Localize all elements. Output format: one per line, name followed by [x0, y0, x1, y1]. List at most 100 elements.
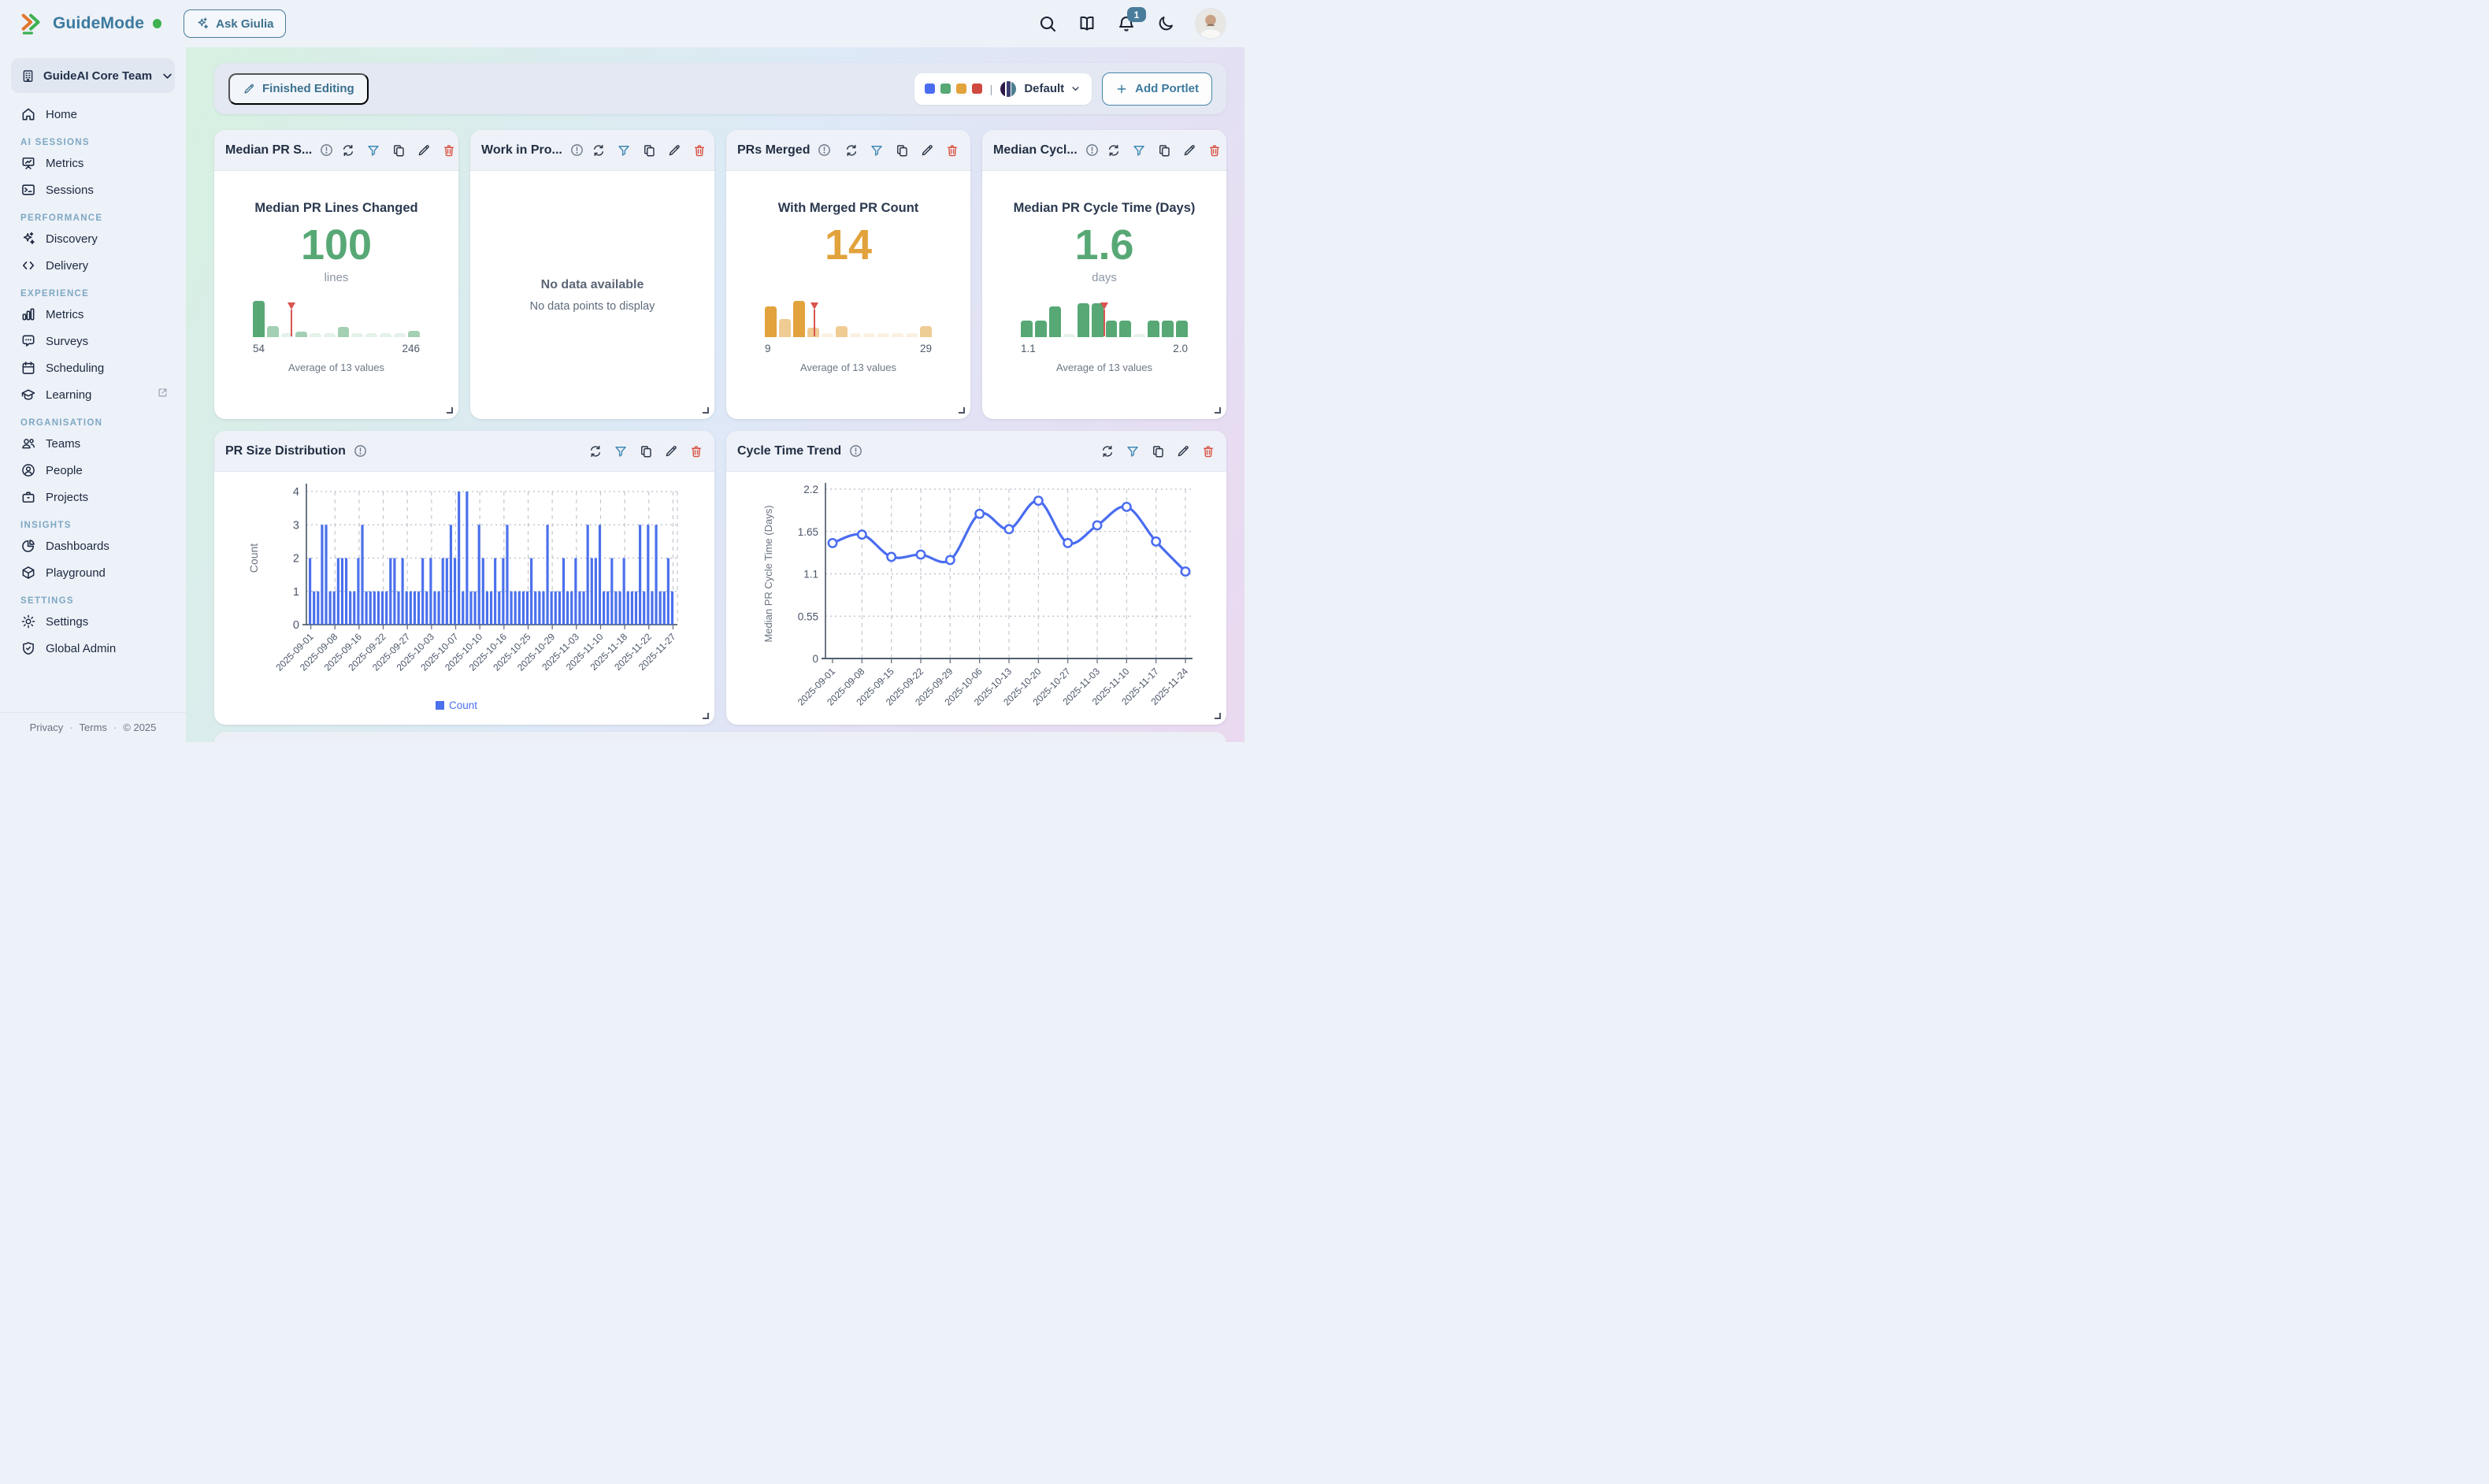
sidebar-item-settings[interactable]: Settings — [11, 608, 176, 635]
portlet-header: Cycle Time Trend — [726, 431, 1226, 472]
resize-handle[interactable] — [1215, 713, 1221, 719]
portlet-header: Median Cycl... — [982, 130, 1226, 171]
filter-icon[interactable] — [366, 143, 380, 158]
sidebar-item-metrics[interactable]: Metrics — [11, 301, 176, 328]
sidebar-item-label: Learning — [46, 388, 147, 402]
copy-icon[interactable] — [895, 143, 909, 158]
sidebar-item-metrics[interactable]: Metrics — [11, 150, 176, 176]
refresh-icon[interactable] — [592, 143, 606, 158]
edit-icon[interactable] — [667, 143, 681, 158]
svg-text:2: 2 — [293, 553, 299, 566]
top-header: GuideMode Ask Giulia 1 — [0, 0, 1244, 47]
ask-giulia-button[interactable]: Ask Giulia — [184, 9, 285, 38]
shield-icon — [20, 640, 36, 656]
kpi-value: 1.6 — [1074, 222, 1133, 269]
resize-handle[interactable] — [703, 713, 709, 719]
next-portlet-peek — [214, 732, 1226, 742]
delete-icon[interactable] — [692, 143, 707, 158]
avatar[interactable] — [1196, 9, 1226, 39]
svg-text:4: 4 — [293, 486, 299, 499]
edit-icon[interactable] — [1182, 143, 1196, 158]
histogram-bar — [1021, 321, 1033, 337]
copy-icon[interactable] — [1151, 444, 1165, 458]
team-name: GuideAI Core Team — [43, 69, 152, 83]
users-icon — [20, 436, 36, 451]
sidebar-item-home[interactable]: Home — [11, 101, 176, 128]
edit-icon[interactable] — [920, 143, 934, 158]
portlet-body: Median PR Lines Changed100lines54246Aver… — [214, 171, 458, 419]
sidebar-item-delivery[interactable]: Delivery — [11, 252, 176, 279]
sidebar-item-people[interactable]: People — [11, 457, 176, 484]
delete-icon[interactable] — [1201, 444, 1215, 458]
histogram-bar — [338, 327, 350, 337]
kpi-min: 54 — [253, 343, 265, 354]
filter-icon[interactable] — [1132, 143, 1146, 158]
add-portlet-button[interactable]: Add Portlet — [1102, 72, 1212, 106]
refresh-icon[interactable] — [1100, 444, 1115, 458]
sidebar-item-discovery[interactable]: Discovery — [11, 225, 176, 252]
filter-icon[interactable] — [614, 444, 628, 458]
sidebar-item-sessions[interactable]: Sessions — [11, 176, 176, 203]
sidebar-item-surveys[interactable]: Surveys — [11, 328, 176, 354]
sidebar-item-learning[interactable]: Learning — [11, 381, 176, 408]
delete-icon[interactable] — [442, 143, 456, 158]
delete-icon[interactable] — [1207, 143, 1222, 158]
copy-icon[interactable] — [639, 444, 653, 458]
brand-logo[interactable]: GuideMode — [19, 12, 161, 35]
sidebar-item-playground[interactable]: Playground — [11, 559, 176, 586]
info-icon[interactable] — [319, 143, 334, 158]
docs-book-icon[interactable] — [1078, 14, 1096, 33]
sidebar-item-global-admin[interactable]: Global Admin — [11, 635, 176, 662]
refresh-icon[interactable] — [844, 143, 859, 158]
sidebar-item-scheduling[interactable]: Scheduling — [11, 354, 176, 381]
external-link-icon — [157, 387, 169, 403]
sidebar-section-title: SETTINGS — [20, 596, 176, 606]
search-icon[interactable] — [1038, 14, 1057, 33]
edit-icon[interactable] — [664, 444, 678, 458]
info-icon[interactable] — [353, 443, 368, 458]
info-icon[interactable] — [848, 443, 863, 458]
refresh-icon[interactable] — [1107, 143, 1121, 158]
resize-handle[interactable] — [1215, 407, 1221, 414]
filter-icon[interactable] — [1126, 444, 1140, 458]
portlet-header: PR Size Distribution — [214, 431, 714, 472]
resize-handle[interactable] — [447, 407, 453, 414]
sidebar-item-projects[interactable]: Projects — [11, 484, 176, 510]
delete-icon[interactable] — [689, 444, 703, 458]
kpi-histogram — [1021, 298, 1188, 337]
edit-icon[interactable] — [417, 143, 431, 158]
filter-icon[interactable] — [617, 143, 631, 158]
resize-handle[interactable] — [959, 407, 965, 414]
refresh-icon[interactable] — [341, 143, 355, 158]
dark-mode-moon-icon[interactable] — [1156, 14, 1175, 33]
sidebar-item-teams[interactable]: Teams — [11, 430, 176, 457]
resize-handle[interactable] — [703, 407, 709, 414]
terms-link[interactable]: Terms — [80, 722, 107, 733]
notifications-bell-icon[interactable]: 1 — [1117, 14, 1136, 33]
portlet-body: No data availableNo data points to displ… — [470, 171, 714, 419]
finished-editing-button[interactable]: Finished Editing — [228, 73, 369, 105]
portlet-header: Median PR S... — [214, 130, 458, 171]
sidebar-section-title: INSIGHTS — [20, 521, 176, 530]
filter-icon[interactable] — [870, 143, 884, 158]
edit-icon[interactable] — [1176, 444, 1190, 458]
info-icon[interactable] — [1085, 143, 1100, 158]
copy-icon[interactable] — [1157, 143, 1171, 158]
guidemode-logo-icon — [19, 12, 46, 35]
team-selector[interactable]: GuideAI Core Team — [11, 58, 175, 93]
refresh-icon[interactable] — [588, 444, 603, 458]
sidebar-nav: HomeAI SESSIONSMetricsSessionsPERFORMANC… — [0, 96, 186, 712]
info-icon[interactable] — [569, 143, 584, 158]
privacy-link[interactable]: Privacy — [30, 722, 64, 733]
notification-badge: 1 — [1127, 7, 1146, 22]
copy-icon[interactable] — [391, 143, 406, 158]
palette-selector[interactable]: | Default — [914, 73, 1092, 105]
histogram-bar — [408, 331, 420, 336]
palette-swatch-orange — [956, 83, 966, 94]
copy-icon[interactable] — [642, 143, 656, 158]
plus-icon — [1115, 83, 1128, 95]
delete-icon[interactable] — [945, 143, 959, 158]
histogram-bar — [295, 332, 307, 336]
info-icon[interactable] — [817, 143, 832, 158]
sidebar-item-dashboards[interactable]: Dashboards — [11, 532, 176, 559]
